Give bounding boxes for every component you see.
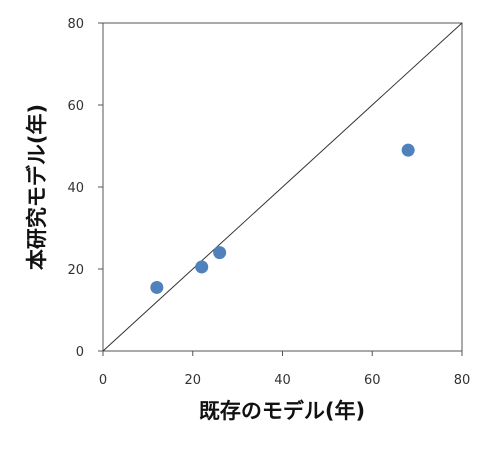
reference-line-layer — [102, 22, 463, 352]
x-tick-label: 40 — [274, 373, 291, 388]
y-axis-title: 本研究モデル(年) — [25, 104, 49, 270]
y-tick-label: 20 — [67, 263, 84, 278]
x-tick-label: 80 — [454, 373, 471, 388]
data-point — [401, 143, 415, 157]
x-tick-label: 20 — [184, 373, 201, 388]
y-tick-label: 60 — [67, 99, 84, 114]
y-tick-label: 0 — [76, 345, 84, 360]
data-point — [150, 280, 164, 294]
reference-line — [102, 22, 463, 352]
y-tick-label: 40 — [67, 181, 84, 196]
x-tick-label: 60 — [364, 373, 381, 388]
data-point — [213, 246, 227, 260]
data-point — [195, 260, 209, 274]
data-points-layer — [150, 143, 415, 294]
x-axis-title: 既存のモデル(年) — [199, 399, 365, 423]
tick-layer: 0 20 40 60 80 0 20 40 60 80 — [67, 17, 470, 388]
x-tick-label: 0 — [99, 373, 107, 388]
y-tick-label: 80 — [67, 17, 84, 32]
